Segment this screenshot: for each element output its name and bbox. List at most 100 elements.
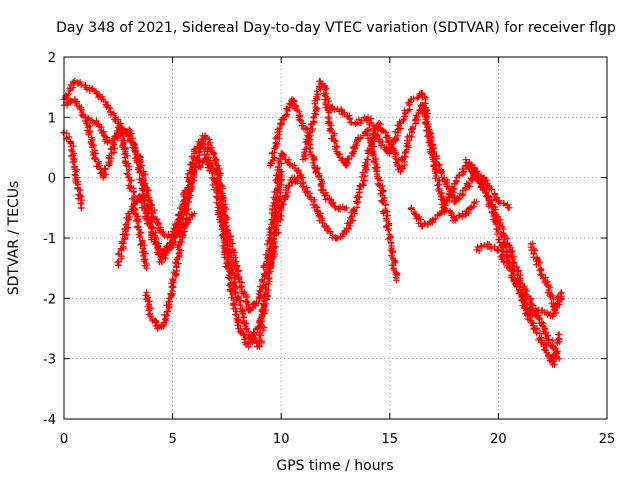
- point-cluster: [234, 322, 252, 348]
- series-track-i: [299, 77, 401, 284]
- point-cluster: [234, 273, 253, 314]
- point-cluster: [93, 90, 111, 109]
- data-point: [556, 355, 563, 362]
- y-tick-label: -1: [43, 232, 56, 247]
- point-cluster: [100, 152, 115, 180]
- point-cluster: [289, 162, 305, 181]
- point-cluster: [300, 114, 318, 162]
- data-point: [256, 343, 263, 350]
- y-tick-label: 1: [48, 111, 56, 126]
- point-cluster: [529, 320, 545, 343]
- point-cluster: [246, 294, 263, 313]
- data-point: [78, 204, 85, 212]
- series-track-d: [82, 114, 150, 272]
- point-cluster: [133, 217, 150, 270]
- point-cluster: [179, 163, 199, 228]
- data-point: [473, 198, 480, 205]
- point-cluster: [266, 205, 285, 271]
- point-cluster: [374, 175, 394, 241]
- point-cluster: [103, 103, 122, 127]
- series-track-m: [462, 156, 563, 362]
- point-cluster: [322, 192, 338, 210]
- y-tick-label: 2: [48, 51, 56, 66]
- axis-ticks: 0 5 10 15 20 25 -4 -3 -2 -1 0 1 2: [43, 51, 615, 447]
- point-cluster: [72, 98, 87, 120]
- point-cluster: [94, 120, 110, 145]
- point-cluster: [192, 140, 206, 167]
- chart-title: Day 348 of 2021, Sidereal Day-to-day VTE…: [56, 20, 616, 36]
- point-cluster: [289, 97, 304, 125]
- point-cluster: [396, 99, 413, 125]
- data-point: [169, 283, 176, 290]
- point-cluster: [222, 260, 242, 324]
- point-cluster: [429, 207, 448, 224]
- point-cluster: [326, 127, 341, 155]
- series-track-b: [60, 96, 286, 350]
- series-track-l: [407, 162, 563, 368]
- data-point: [393, 277, 400, 284]
- x-tick-label: 15: [382, 432, 399, 447]
- data-point: [278, 168, 285, 175]
- point-cluster: [299, 183, 318, 204]
- point-cluster: [310, 78, 325, 120]
- point-cluster: [407, 205, 425, 230]
- data-point: [191, 210, 198, 218]
- point-cluster: [452, 187, 467, 205]
- x-tick-label: 20: [490, 432, 507, 447]
- point-cluster: [376, 137, 392, 156]
- point-cluster: [146, 205, 166, 236]
- point-cluster: [537, 339, 556, 366]
- data-point: [262, 289, 270, 296]
- point-cluster: [494, 247, 511, 271]
- point-cluster: [527, 240, 545, 278]
- data-point: [558, 289, 565, 296]
- data-point: [419, 102, 426, 109]
- point-cluster: [201, 133, 220, 163]
- data-point: [364, 156, 372, 163]
- point-cluster: [417, 103, 438, 156]
- point-cluster: [158, 235, 176, 266]
- point-cluster: [267, 120, 286, 168]
- series-track-f: [142, 138, 271, 350]
- y-tick-label: 0: [48, 172, 56, 187]
- data-point: [327, 126, 335, 133]
- data-point: [343, 204, 350, 212]
- point-cluster: [507, 247, 524, 282]
- series-track-e: [114, 192, 198, 269]
- series-track-k: [364, 102, 513, 212]
- series-track-o: [527, 240, 565, 314]
- point-cluster: [462, 198, 478, 217]
- point-cluster: [256, 292, 271, 324]
- x-tick-label: 5: [168, 432, 176, 447]
- point-cluster: [114, 213, 134, 269]
- point-cluster: [62, 78, 78, 102]
- point-cluster: [67, 139, 81, 179]
- point-cluster: [115, 120, 133, 181]
- point-cluster: [278, 150, 293, 169]
- point-cluster: [551, 290, 565, 314]
- point-cluster: [342, 139, 361, 168]
- point-cluster: [516, 278, 536, 308]
- point-cluster: [244, 318, 263, 347]
- point-cluster: [452, 162, 469, 186]
- point-cluster: [384, 236, 401, 282]
- y-tick-label: -3: [43, 353, 56, 368]
- point-cluster: [310, 201, 328, 230]
- x-axis-label: GPS time / hours: [276, 458, 393, 474]
- series-track-g: [266, 156, 372, 272]
- point-cluster: [335, 203, 349, 213]
- x-tick-label: 10: [273, 432, 290, 447]
- point-cluster: [494, 216, 514, 251]
- point-cluster: [136, 193, 156, 236]
- y-axis-label: SDTVAR / TECUs: [6, 181, 22, 296]
- point-cluster: [277, 176, 296, 211]
- point-cluster: [539, 320, 556, 350]
- series-track-j: [325, 90, 480, 224]
- point-cluster: [199, 139, 221, 193]
- point-cluster: [549, 343, 561, 361]
- point-cluster: [309, 156, 330, 197]
- point-cluster: [142, 292, 155, 318]
- point-cluster: [338, 107, 359, 128]
- point-cluster: [375, 119, 393, 144]
